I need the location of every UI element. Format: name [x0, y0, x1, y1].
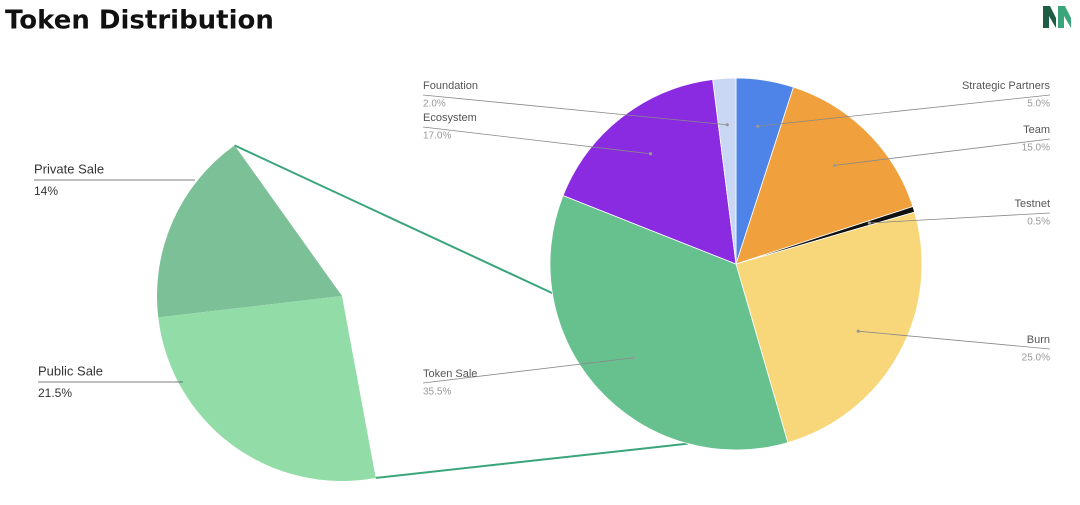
leader-dot [856, 329, 860, 333]
leader-line [834, 138, 1051, 166]
breakout-value-label: 21.5% [38, 386, 72, 400]
slice-label: Foundation [423, 80, 478, 92]
slice-label: Token Sale [423, 368, 477, 380]
slice-label: Team [1023, 124, 1050, 136]
slice-value-label: 5.0% [1027, 99, 1050, 110]
breakout-label: Public Sale [38, 363, 103, 378]
leader-line [422, 126, 651, 155]
chart-title: Token Distribution [5, 6, 274, 36]
pie-slice [735, 86, 914, 265]
slice-value-label: 25.0% [1022, 353, 1050, 364]
connector-line [234, 144, 553, 295]
leader-dot [756, 124, 760, 128]
leader-line [858, 330, 1051, 350]
breakout-slice [157, 145, 342, 318]
pie-slice [562, 79, 737, 265]
pie-slice [549, 195, 789, 451]
connector-line [375, 442, 688, 479]
slice-value-label: 17.0% [423, 131, 451, 142]
leader-line [422, 357, 633, 384]
breakout-label: Private Sale [34, 161, 104, 176]
logo [1043, 6, 1071, 28]
slice-value-label: 2.0% [423, 99, 446, 110]
leader-dot [867, 221, 871, 225]
leader-line [757, 94, 1051, 127]
slice-label: Burn [1027, 334, 1050, 346]
slice-label: Testnet [1015, 198, 1050, 210]
breakout-slice [158, 296, 376, 482]
leader-dot [833, 163, 837, 167]
leader-line [422, 94, 728, 126]
leader-dot [631, 356, 635, 360]
pie-slice [735, 211, 923, 444]
breakout-value-label: 14% [34, 184, 58, 198]
slice-label: Strategic Partners [962, 80, 1051, 92]
slice-value-label: 35.5% [423, 387, 451, 398]
slice-label: Ecosystem [423, 112, 477, 124]
leader-dot [725, 123, 729, 127]
leader-dot [648, 152, 653, 156]
slice-value-label: 15.0% [1022, 143, 1050, 154]
pie-slice [712, 77, 737, 265]
slice-value-label: 0.5% [1027, 217, 1050, 228]
leader-line [869, 212, 1051, 224]
